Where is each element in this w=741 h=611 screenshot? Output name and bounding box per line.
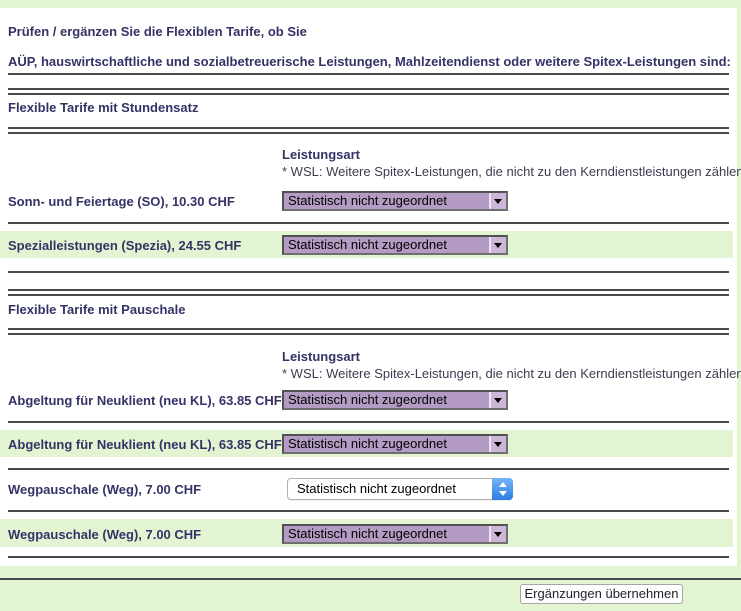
row-label-abgeltung-neuklient: Abgeltung für Neuklient (neu KL), 63.85 … (8, 393, 282, 408)
dropdown-arrow-icon (489, 436, 506, 452)
select-value: Statistisch nicht zugeordnet (297, 481, 456, 496)
divider (8, 333, 729, 335)
wsl-note: * WSL: Weitere Spitex-Leistungen, die ni… (282, 164, 741, 179)
uebernehmen-button[interactable]: Ergänzungen übernehmen (520, 584, 683, 604)
section-title-pauschale: Flexible Tarife mit Pauschale (8, 302, 186, 317)
dropdown-arrow-icon (489, 392, 506, 408)
right-green-border (737, 0, 741, 611)
row-label-wegpauschale: Wegpauschale (Weg), 7.00 CHF (8, 527, 202, 542)
leistungsart-label: Leistungsart (282, 147, 361, 162)
section-title-stundensatz: Flexible Tarife mit Stundensatz (8, 100, 199, 115)
leistungsart-select-abgeltung-1[interactable]: Statistisch nicht zugeordnet (282, 390, 508, 410)
divider (8, 328, 729, 330)
dropdown-arrow-icon (489, 193, 506, 209)
select-value: Statistisch nicht zugeordnet (288, 237, 447, 252)
divider (8, 556, 729, 558)
wsl-note: * WSL: Weitere Spitex-Leistungen, die ni… (282, 366, 741, 381)
row-label-sonn-feiertage: Sonn- und Feiertage (SO), 10.30 CHF (8, 194, 235, 209)
leistungsart-select-wegpauschale-2[interactable]: Statistisch nicht zugeordnet (282, 524, 508, 544)
dropdown-arrow-icon (489, 237, 506, 253)
divider (8, 289, 729, 291)
stepper-arrows-icon (492, 478, 513, 500)
row-label-spezialleistungen: Spezialleistungen (Spezia), 24.55 CHF (8, 238, 242, 253)
divider (8, 93, 729, 95)
divider (8, 73, 729, 75)
divider (8, 132, 729, 134)
select-value: Statistisch nicht zugeordnet (288, 193, 447, 208)
row-label-wegpauschale: Wegpauschale (Weg), 7.00 CHF (8, 482, 202, 497)
divider (8, 88, 729, 90)
select-value: Statistisch nicht zugeordnet (288, 526, 447, 541)
dropdown-arrow-icon (489, 526, 506, 542)
leistungsart-select-sonn-feiertage[interactable]: Statistisch nicht zugeordnet (282, 191, 508, 211)
row-label-abgeltung-neuklient: Abgeltung für Neuklient (neu KL), 63.85 … (8, 437, 282, 452)
divider (8, 510, 729, 512)
top-green-border (0, 0, 741, 8)
divider (8, 127, 729, 129)
leistungsart-select-wegpauschale-1[interactable]: Statistisch nicht zugeordnet (287, 478, 513, 500)
leistungsart-label: Leistungsart (282, 349, 361, 364)
footer-divider (0, 578, 741, 580)
divider (8, 222, 729, 224)
leistungsart-select-spezialleistungen[interactable]: Statistisch nicht zugeordnet (282, 235, 508, 255)
leistungsart-select-abgeltung-2[interactable]: Statistisch nicht zugeordnet (282, 434, 508, 454)
select-value: Statistisch nicht zugeordnet (288, 392, 447, 407)
divider (8, 271, 729, 273)
divider (8, 468, 729, 470)
intro-line-1: Prüfen / ergänzen Sie die Flexiblen Tari… (8, 24, 307, 39)
intro-line-2: AÜP, hauswirtschaftliche und sozialbetre… (8, 54, 731, 69)
divider (8, 421, 729, 423)
select-value: Statistisch nicht zugeordnet (288, 436, 447, 451)
divider (8, 294, 729, 296)
